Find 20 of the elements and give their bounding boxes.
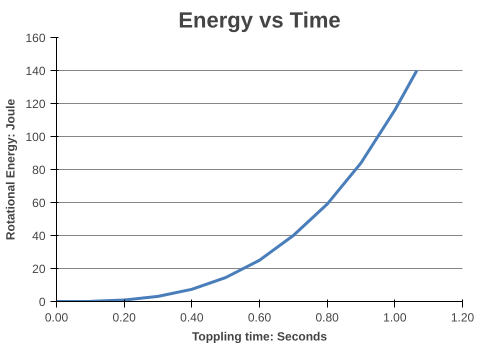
x-tick-label: 0.20 [112, 310, 136, 324]
x-tick-label: 0.80 [315, 310, 340, 324]
y-tick-label: 20 [32, 262, 46, 276]
y-tick-label: 120 [25, 97, 46, 111]
x-tick-label: 0.40 [180, 310, 204, 324]
y-tick-label: 40 [32, 229, 46, 243]
x-tick-label: 1.20 [450, 310, 475, 324]
y-tick-label: 80 [32, 163, 46, 177]
x-tick-label: 0.00 [44, 310, 69, 324]
y-axis-title: Rotational Energy: Joule [3, 98, 18, 240]
x-tick-label: 1.00 [383, 310, 407, 324]
y-tick-label: 0 [38, 295, 46, 309]
x-axis-title: Toppling time: Seconds [192, 330, 328, 344]
chart-title: Energy vs Time [178, 8, 341, 32]
y-tick-label: 60 [32, 196, 46, 210]
x-tick-label: 0.60 [248, 310, 272, 324]
y-tick-label: 100 [25, 130, 46, 144]
line-series [56, 69, 418, 302]
y-tick-label: 160 [25, 31, 46, 45]
y-tick-label: 140 [25, 64, 46, 78]
